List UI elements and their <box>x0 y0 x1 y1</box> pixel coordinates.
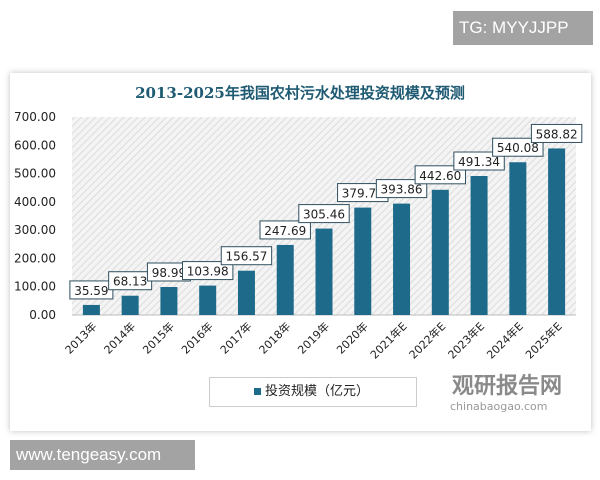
y-tick-label: 500.00 <box>14 167 56 181</box>
data-label: 305.46 <box>303 208 345 222</box>
data-label: 68.13 <box>113 275 147 289</box>
y-tick-label: 100.00 <box>14 280 56 294</box>
y-tick-label: 600.00 <box>14 138 56 152</box>
x-tick-label: 2022年E <box>406 319 448 361</box>
bar <box>82 304 100 315</box>
chart-title: 2013-2025年我国农村污水处理投资规模及预测 <box>135 84 465 102</box>
data-label-box <box>453 151 505 171</box>
logo-cn: 观研报告网 <box>452 374 563 399</box>
x-tick-label: 2019年 <box>295 319 332 356</box>
bar <box>548 148 566 315</box>
data-label-box <box>375 179 428 199</box>
x-tick-label: 2016年 <box>178 319 215 356</box>
data-label: 491.34 <box>458 155 500 169</box>
data-label: 393.86 <box>381 183 423 197</box>
x-tick-label: 2015年 <box>140 319 177 356</box>
data-label: 103.98 <box>187 265 229 279</box>
watermark-top: TG: MYYJJPP <box>453 11 593 45</box>
y-tick-label: 0.00 <box>29 308 56 322</box>
bar <box>237 270 255 315</box>
x-tick-label: 2014年 <box>101 319 138 356</box>
bar <box>199 285 217 315</box>
x-tick-label: 2024年E <box>484 319 526 361</box>
data-label-box <box>181 261 234 281</box>
x-tick-label: 2021年E <box>367 319 409 361</box>
y-tick-label: 200.00 <box>14 251 56 265</box>
x-tick-label: 2023年E <box>445 319 487 361</box>
data-label: 588.82 <box>536 127 578 141</box>
legend-label: 投资规模（亿元） <box>265 384 370 399</box>
bar <box>393 203 411 315</box>
legend-swatch <box>254 388 261 395</box>
data-label: 98.99 <box>152 266 186 280</box>
bar <box>160 286 178 315</box>
legend: 投资规模（亿元） <box>209 377 417 407</box>
y-tick-label: 300.00 <box>14 223 56 237</box>
bar <box>276 244 294 315</box>
y-tick-label: 700.00 <box>14 110 56 124</box>
bar <box>431 189 449 315</box>
bar <box>315 228 333 315</box>
bar <box>470 176 488 315</box>
data-label-box <box>298 204 350 224</box>
data-label: 247.69 <box>264 224 306 238</box>
data-label: 156.57 <box>225 250 267 264</box>
data-label-box <box>259 220 311 240</box>
watermark-bottom: www.tengeasy.com <box>10 440 195 470</box>
x-tick-label: 2025年E <box>522 319 564 361</box>
chinabaogao-logo: 观研报告网 chinabaogao.com <box>400 368 562 413</box>
data-label: 379.73 <box>342 187 384 201</box>
x-tick-label: 2017年 <box>217 319 254 356</box>
bar <box>354 207 372 315</box>
bar <box>509 162 527 315</box>
data-label-box <box>220 246 273 266</box>
data-label: 540.08 <box>497 141 539 155</box>
x-tick-label: 2020年 <box>333 319 370 356</box>
data-label-box <box>530 123 583 143</box>
data-label-box <box>492 137 544 157</box>
logo-en: chinabaogao.com <box>450 400 548 413</box>
y-tick-label: 400.00 <box>14 195 56 209</box>
data-label: 442.60 <box>419 169 461 183</box>
bar <box>121 295 139 315</box>
data-label-box <box>414 165 467 185</box>
x-tick-label: 2013年 <box>62 319 99 356</box>
data-label: 35.59 <box>74 284 108 298</box>
x-tick-label: 2018年 <box>256 319 293 356</box>
